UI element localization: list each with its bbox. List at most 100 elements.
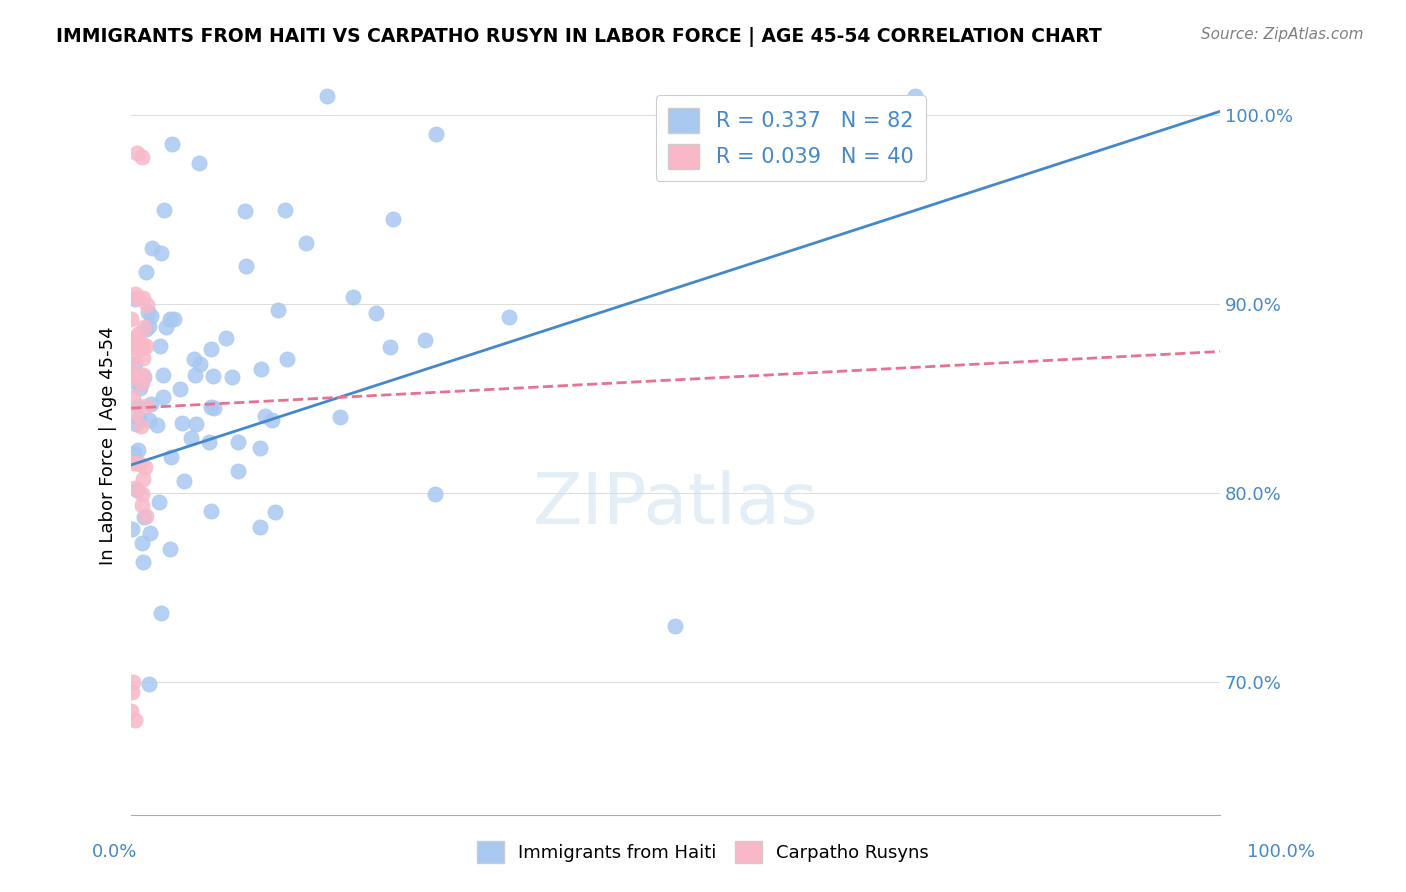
Point (200, 504, 222, 518)
Point (121, 684, 143, 698)
Point (125, 291, 148, 305)
Point (160, 136, 183, 151)
Point (183, 352, 205, 367)
Point (120, 704, 142, 718)
Point (135, 265, 157, 279)
Point (180, 431, 202, 445)
Point (131, 535, 153, 549)
Point (498, 310, 520, 324)
Point (342, 290, 364, 304)
Point (122, 675, 145, 690)
Point (226, 464, 249, 478)
Point (131, 341, 153, 355)
Text: IMMIGRANTS FROM HAITI VS CARPATHO RUSYN IN LABOR FORCE | AGE 45-54 CORRELATION C: IMMIGRANTS FROM HAITI VS CARPATHO RUSYN … (56, 27, 1102, 46)
Point (134, 460, 156, 475)
Point (201, 368, 224, 383)
Point (124, 406, 146, 420)
Point (200, 400, 222, 414)
Point (132, 319, 155, 334)
Point (150, 607, 173, 621)
Point (159, 542, 181, 557)
Point (135, 321, 157, 335)
Point (159, 311, 181, 326)
Point (173, 475, 195, 489)
Point (316, 89, 339, 103)
Y-axis label: In Labor Force | Age 45-54: In Labor Force | Age 45-54 (100, 326, 117, 566)
Point (250, 361, 273, 376)
Point (233, 204, 256, 219)
Point (267, 302, 290, 317)
Point (254, 409, 277, 424)
Point (122, 366, 145, 380)
Point (364, 306, 387, 320)
Point (141, 241, 163, 255)
Point (249, 441, 271, 455)
Legend: R = 0.337   N = 82, R = 0.039   N = 40: R = 0.337 N = 82, R = 0.039 N = 40 (655, 95, 927, 181)
Point (131, 337, 153, 351)
Point (228, 435, 250, 450)
Point (132, 291, 155, 305)
Point (128, 412, 150, 426)
Point (202, 401, 225, 416)
Point (124, 446, 146, 460)
Point (152, 202, 174, 217)
Point (148, 495, 170, 509)
Point (152, 390, 174, 404)
Point (160, 450, 183, 464)
Point (135, 508, 157, 523)
Point (131, 555, 153, 569)
Point (135, 399, 157, 413)
Point (134, 509, 156, 524)
Point (184, 417, 207, 431)
Point (235, 260, 257, 274)
Point (152, 368, 174, 383)
Text: 0.0%: 0.0% (91, 843, 136, 861)
Point (139, 525, 162, 540)
Point (127, 442, 149, 457)
Point (184, 368, 207, 382)
Point (138, 412, 160, 426)
Point (129, 419, 152, 434)
Point (276, 352, 298, 367)
Point (382, 212, 405, 227)
Legend: Immigrants from Haiti, Carpatho Rusyns: Immigrants from Haiti, Carpatho Rusyns (465, 830, 941, 874)
Point (124, 292, 146, 306)
Point (136, 298, 159, 312)
Point (264, 505, 287, 519)
Point (138, 677, 160, 691)
Point (127, 483, 149, 497)
Text: 100.0%: 100.0% (1247, 843, 1315, 861)
Point (131, 376, 153, 391)
Point (200, 342, 222, 356)
Point (215, 331, 238, 345)
Point (120, 369, 142, 384)
Point (122, 374, 145, 388)
Point (121, 522, 143, 536)
Point (129, 338, 152, 352)
Point (136, 304, 159, 318)
Point (124, 335, 146, 350)
Point (131, 487, 153, 501)
Point (121, 340, 143, 354)
Point (131, 150, 153, 164)
Point (295, 235, 318, 250)
Point (127, 327, 149, 342)
Point (188, 156, 211, 170)
Point (664, 618, 686, 632)
Point (124, 334, 146, 349)
Point (135, 339, 157, 353)
Point (132, 472, 155, 486)
Point (413, 333, 436, 347)
Point (198, 435, 221, 450)
Point (221, 370, 243, 384)
Text: ZIPatlas: ZIPatlas (533, 470, 818, 540)
Point (149, 339, 172, 353)
Point (121, 390, 143, 404)
Point (170, 416, 193, 430)
Point (249, 520, 271, 534)
Point (380, 340, 402, 354)
Point (124, 481, 146, 495)
Point (188, 357, 211, 371)
Point (262, 413, 284, 427)
Point (124, 286, 146, 301)
